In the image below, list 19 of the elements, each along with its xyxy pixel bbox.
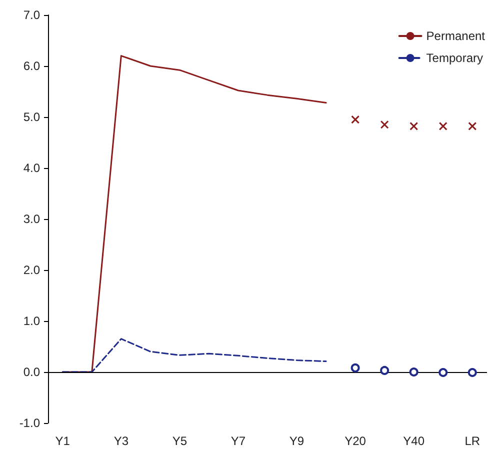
y-tick-label: 3.0 (23, 212, 40, 226)
y-tick-label: 7.0 (23, 8, 40, 22)
x-tick-label: Y20 (344, 434, 366, 448)
y-tick-label: -1.0 (19, 416, 40, 430)
y-tick-label: 1.0 (23, 314, 40, 328)
legend-label: Permanent (426, 29, 486, 43)
legend-label: Temporary (426, 51, 483, 65)
x-tick-label: LR (464, 434, 480, 448)
y-tick-label: 6.0 (23, 59, 40, 73)
x-tick-label: Y5 (172, 434, 188, 448)
y-tick-label: 2.0 (23, 263, 40, 277)
y-tick-label: 4.0 (23, 161, 40, 175)
x-tick-label: Y3 (114, 434, 129, 448)
y-tick-label: 5.0 (23, 110, 40, 124)
x-tick-label: Y40 (403, 434, 425, 448)
x-tick-label: Y1 (55, 434, 70, 448)
x-tick-label: Y7 (230, 434, 246, 448)
x-tick-label: Y9 (289, 434, 304, 448)
y-tick-label: 0.0 (23, 365, 40, 379)
